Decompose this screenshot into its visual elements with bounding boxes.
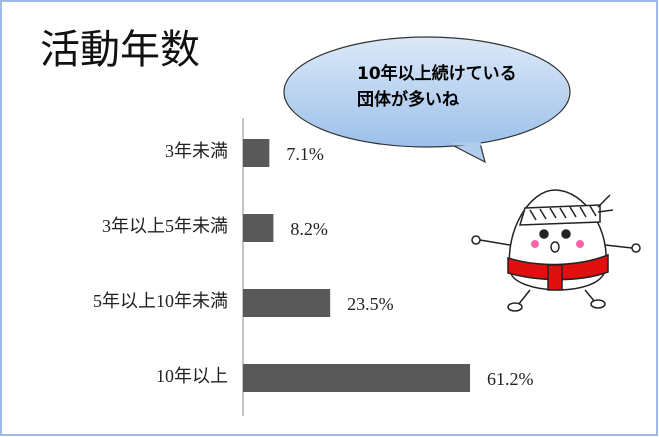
value-label: 8.2% (290, 219, 328, 239)
y-tick-label: 3年未満 (165, 141, 228, 161)
y-tick-label: 10年以上 (156, 366, 228, 386)
bar (243, 214, 273, 242)
value-label: 61.2% (487, 369, 534, 389)
value-label: 7.1% (286, 144, 324, 164)
chart-title: 活動年数 (40, 27, 200, 73)
bar (243, 364, 470, 392)
value-label: 23.5% (347, 294, 394, 314)
annotation-line: 団体が多いね (357, 89, 459, 110)
bar (243, 289, 330, 317)
bar (243, 139, 269, 167)
chart: 活動年数 10年以上続けている 団体が多いね 3年未満 7.1% 3年以上5年未満 8… (0, 0, 659, 437)
y-tick-label: 5年以上10年未満 (93, 291, 228, 311)
y-tick-label: 3年以上5年未満 (102, 216, 228, 236)
annotation-line: 10年以上続けている (357, 63, 517, 84)
